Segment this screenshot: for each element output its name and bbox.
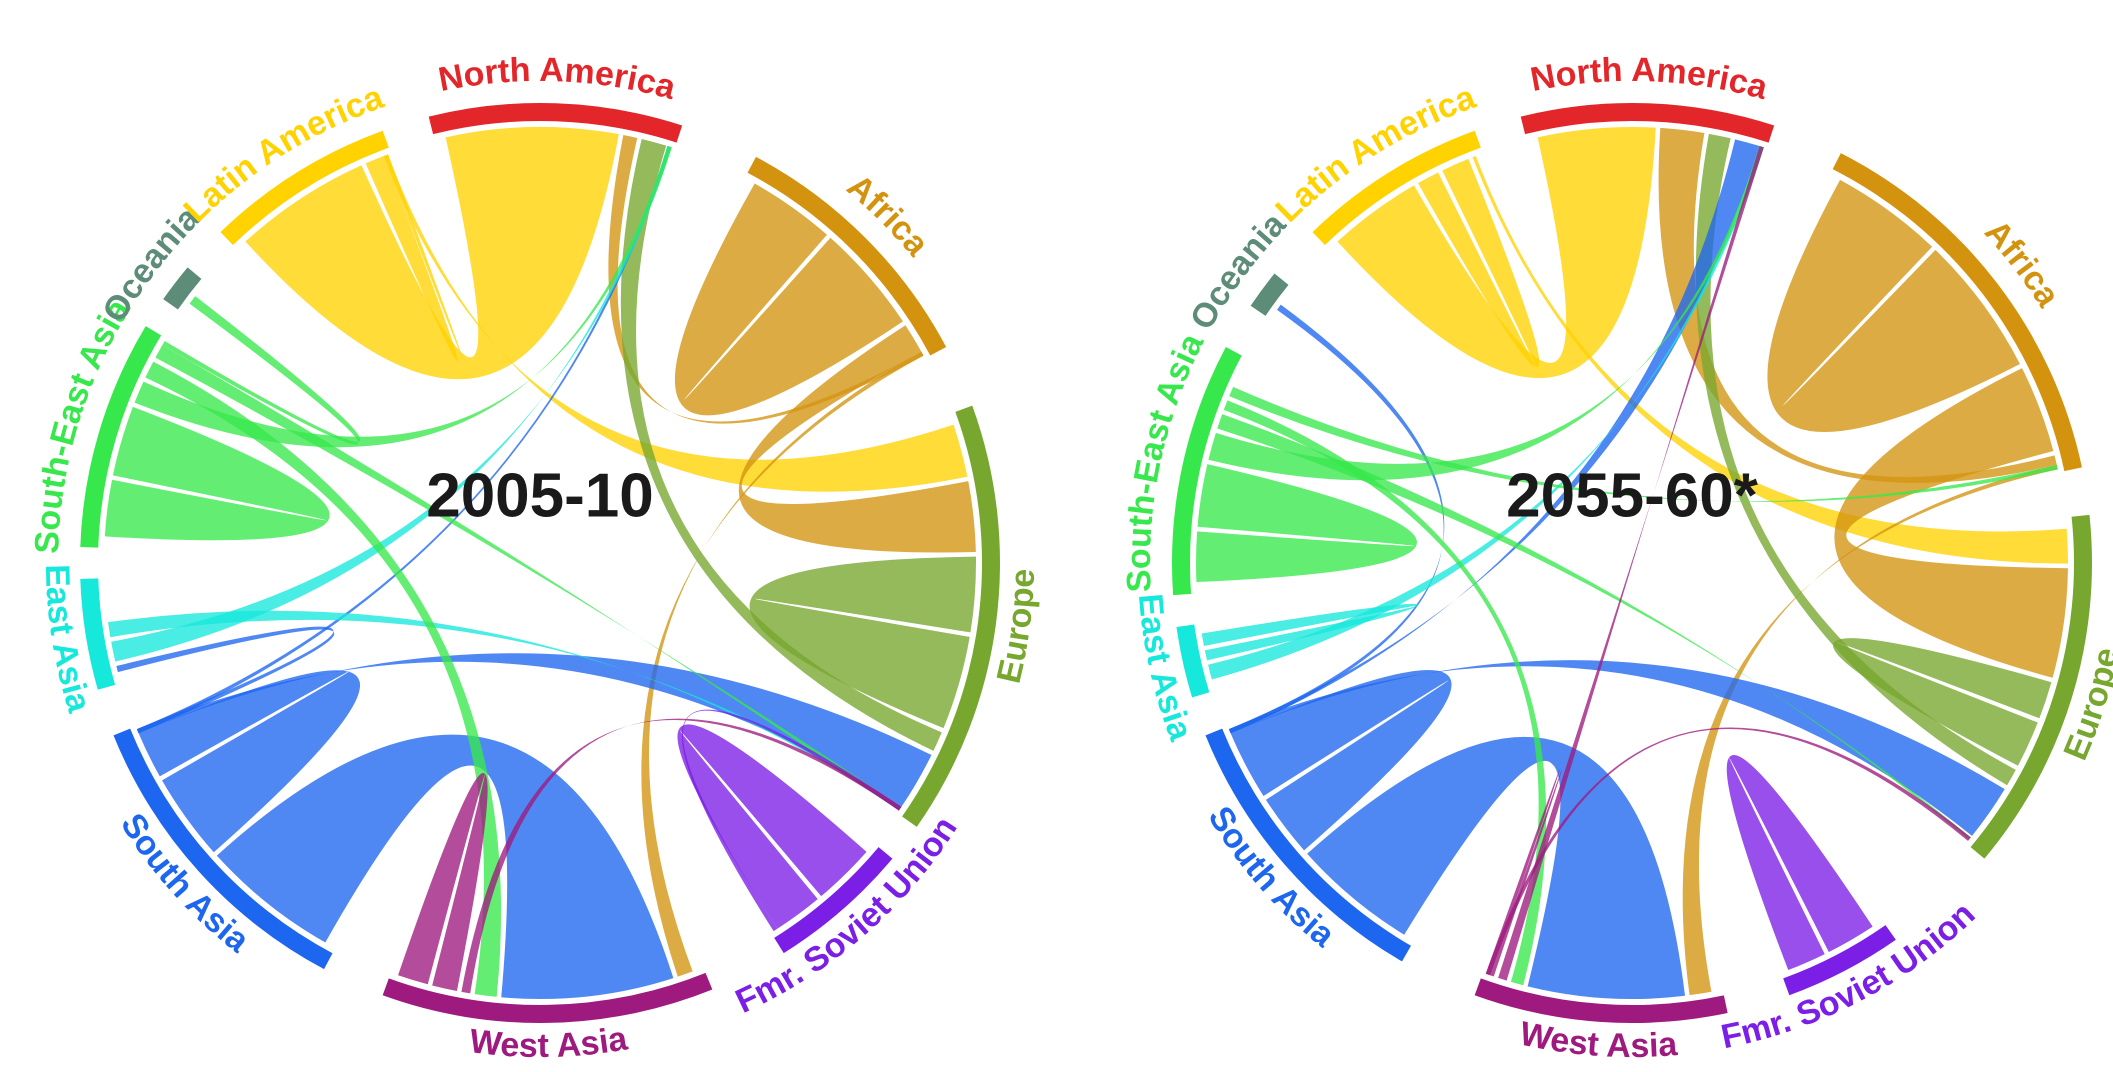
flow-layer xyxy=(1195,126,2068,1000)
flow-africa-to-north-america xyxy=(1658,127,2057,483)
region-arc-latin-america xyxy=(220,130,389,246)
flow-south-east-asia-to-south-east-asia xyxy=(104,406,330,541)
flow-europe-to-europe xyxy=(749,556,976,729)
region-arc-east-asia xyxy=(80,578,116,690)
flow-layer xyxy=(104,127,976,999)
flow-south-asia-to-west-asia xyxy=(1307,736,1686,1000)
region-arc-west-asia xyxy=(382,972,713,1023)
flow-west-asia-to-west-asia xyxy=(1485,768,1562,977)
region-arc-south-asia xyxy=(1205,728,1411,962)
region-label-oceania: Oceania xyxy=(1183,205,1294,336)
flow-west-asia-to-north-america xyxy=(1498,146,1764,981)
region-arc-africa xyxy=(747,156,947,356)
flow-latin-america-to-europe xyxy=(383,154,968,492)
flow-latin-america-to-latin-america xyxy=(1417,158,1540,368)
region-arc-latin-america xyxy=(1312,130,1481,246)
region-label-west-asia: West Asia xyxy=(468,1019,631,1065)
flow-africa-to-europe xyxy=(1834,368,2068,678)
flow-africa-to-europe xyxy=(738,325,976,553)
region-arc-north-america xyxy=(428,102,683,143)
flow-latin-america-to-north-america xyxy=(245,127,619,380)
flow-latin-america-to-europe xyxy=(1472,155,2068,564)
flow-east-asia-to-east-asia xyxy=(1201,603,1419,661)
flow-south-east-asia-to-south-east-asia xyxy=(1195,464,1417,583)
flow-africa-to-africa xyxy=(1767,179,2020,433)
region-arc-west-asia xyxy=(1474,978,1728,1023)
flow-south-asia-to-south-asia xyxy=(1230,669,1452,851)
region-label-north-america: North America xyxy=(435,51,680,107)
flow-europe-to-north-america xyxy=(1695,133,2016,786)
region-arc-oceania xyxy=(1250,273,1289,316)
region-arc-east-asia xyxy=(1176,624,1210,698)
period-label-left: 2005-10 xyxy=(426,461,654,530)
arc-layer xyxy=(1171,102,2092,1023)
region-arc-oceania xyxy=(163,267,202,310)
region-arc-fmr-soviet-union xyxy=(1783,925,1896,996)
region-arc-south-east-asia xyxy=(80,326,162,548)
region-arc-africa xyxy=(1832,153,2082,472)
region-arc-fmr-soviet-union xyxy=(774,847,893,954)
flow-fmr-soviet-union-to-fmr-soviet-union xyxy=(1726,755,1873,971)
flow-south-east-asia-to-west-asia xyxy=(145,361,502,997)
flow-europe-to-europe xyxy=(1832,638,2052,766)
period-label-right: 2055-60* xyxy=(1506,461,1759,530)
flow-africa-to-west-asia xyxy=(641,351,924,977)
flow-africa-to-africa xyxy=(674,183,903,416)
flow-south-east-asia-to-north-america xyxy=(134,146,672,448)
flow-latin-america-to-latin-america xyxy=(365,154,463,362)
flow-south-asia-to-east-asia xyxy=(116,626,335,734)
flow-south-east-asia-to-europe xyxy=(155,345,902,811)
flow-south-asia-to-south-asia xyxy=(138,670,361,853)
region-label-oceania: Oceania xyxy=(95,198,208,329)
arc-layer xyxy=(80,102,1000,1023)
flow-latin-america-to-north-america xyxy=(1337,126,1656,379)
flow-south-asia-to-europe xyxy=(1228,660,2005,836)
region-arc-south-asia xyxy=(113,728,333,970)
region-label-north-america: North America xyxy=(1527,51,1772,107)
flow-west-asia-to-west-asia xyxy=(398,772,488,992)
region-arc-europe xyxy=(1970,514,2092,859)
flow-south-east-asia-to-north-america xyxy=(1208,146,1764,481)
region-arc-north-america xyxy=(1520,102,1775,143)
flow-south-asia-to-west-asia xyxy=(216,734,674,999)
flow-south-asia-to-europe xyxy=(136,653,932,807)
region-arc-south-east-asia xyxy=(1171,347,1242,596)
region-arc-europe xyxy=(902,405,1000,827)
flow-fmr-soviet-union-to-fmr-soviet-union xyxy=(677,724,867,929)
